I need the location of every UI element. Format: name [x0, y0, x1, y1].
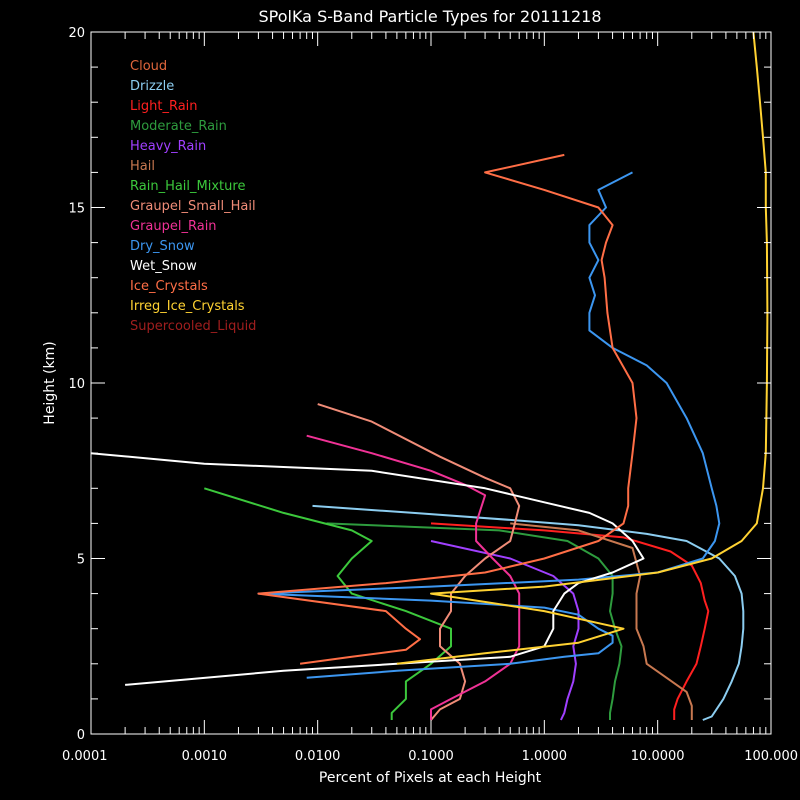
legend-entry-cloud: Cloud [130, 59, 167, 74]
legend-entry-dry-snow: Dry_Snow [130, 239, 195, 254]
series-line-rain-hail-mixture [204, 487, 452, 720]
legend-entry-moderate-rain: Moderate_Rain [130, 119, 227, 134]
series-line-graupel-small-hail [317, 403, 521, 721]
legend-entry-wet-snow: Wet_Snow [130, 259, 197, 274]
x-tick-label: 0.0100 [295, 749, 341, 764]
legend-entry-graupel-small-hail: Graupel_Small_Hail [130, 199, 256, 214]
x-tick-label: 0.0010 [182, 749, 228, 764]
legend-entry-ice-crystals: Ice_Crystals [130, 279, 208, 294]
x-tick-label: 1.0000 [522, 749, 568, 764]
chart-title: SPolKa S-Band Particle Types for 2011121… [259, 7, 602, 26]
series-line-wet-snow [90, 452, 645, 686]
series-line-irreg-ice-crystals [396, 31, 769, 665]
axis-layer: 0.0001 0.0010 0.0100 0.1000 1.0000 10.0000 100… [62, 26, 798, 764]
series-line-hail [510, 522, 693, 720]
series-line-light-rain [430, 522, 710, 720]
y-tick-label: 10 [68, 377, 85, 392]
series-line-ice-crystals [257, 153, 638, 665]
series-line-drizzle [312, 504, 745, 721]
legend-entry-hail: Hail [130, 159, 155, 174]
y-axis-label: Height (km) [42, 341, 58, 424]
series-line-moderate-rain [326, 522, 623, 720]
series-layer [90, 31, 769, 721]
legend-entry-graupel-rain: Graupel_Rain [130, 219, 217, 234]
y-tick-label: 20 [68, 26, 85, 41]
legend-entry-supercooled-liquid: Supercooled_Liquid [130, 319, 256, 334]
legend: Cloud Drizzle Light_Rain Moderate_Rain Heavy… [130, 59, 256, 334]
legend-entry-irreg-ice-crystals: Irreg_Ice_Crystals [130, 299, 245, 314]
y-tick-label: 0 [77, 728, 85, 743]
x-tick-label: 0.1000 [408, 749, 454, 764]
x-tick-label: 0.0001 [62, 749, 108, 764]
x-tick-label: 100.000 [744, 749, 798, 764]
legend-entry-rain-hail-mixture: Rain_Hail_Mixture [130, 179, 245, 194]
series-line-heavy-rain [430, 540, 580, 721]
x-axis-label: Percent of Pixels at each Height [319, 770, 542, 786]
series-line-dry-snow [257, 171, 721, 679]
legend-entry-heavy-rain: Heavy_Rain [130, 139, 206, 154]
x-tick-label: 10.0000 [631, 749, 685, 764]
y-tick-label: 15 [68, 202, 85, 217]
y-tick-label: 5 [77, 553, 85, 568]
legend-entry-drizzle: Drizzle [130, 79, 174, 94]
legend-entry-light-rain: Light_Rain [130, 99, 198, 114]
